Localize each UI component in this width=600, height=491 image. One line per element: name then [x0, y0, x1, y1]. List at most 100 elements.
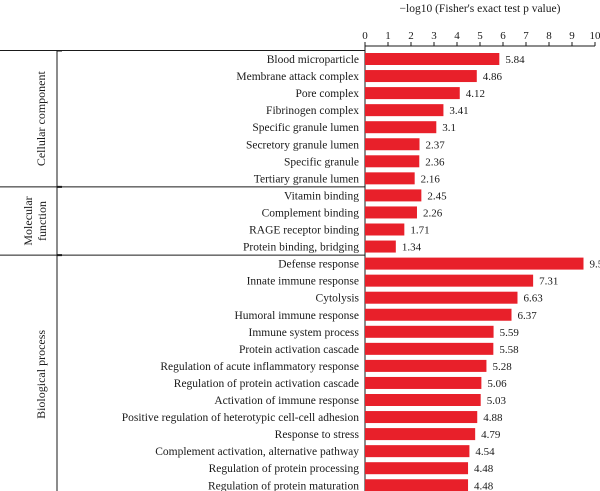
bar — [365, 206, 417, 219]
x-tick-label: 9 — [569, 30, 575, 42]
group-label: Cellular component — [34, 71, 48, 167]
category-label: Immune system process — [248, 327, 359, 339]
x-tick-label: 5 — [477, 30, 483, 42]
category-label: Regulation of acute inflammatory respons… — [160, 361, 359, 373]
bar — [365, 223, 405, 236]
x-tick-label: 7 — [523, 30, 529, 42]
data-label: 5.03 — [487, 395, 507, 407]
data-label: 2.36 — [425, 156, 445, 168]
category-label: Defense response — [278, 259, 359, 271]
data-label: 5.59 — [500, 327, 520, 339]
category-label: Vitamin binding — [284, 190, 359, 202]
category-label: Blood microparticle — [267, 54, 359, 66]
group-label-line: Biological process — [34, 330, 48, 419]
bar — [365, 155, 420, 168]
data-label: 6.37 — [518, 310, 538, 322]
x-tick-label: 2 — [408, 30, 414, 42]
data-label: 4.48 — [474, 480, 494, 491]
bar — [365, 172, 415, 185]
x-tick-label: 1 — [385, 30, 391, 42]
category-label: Tertiary granule lumen — [254, 173, 359, 185]
group-brackets: Cellular component Molecularfunction Biolo… — [0, 49, 365, 491]
data-label: 5.84 — [505, 54, 525, 66]
group-bracket — [56, 255, 62, 491]
bar — [365, 359, 487, 372]
data-label: 4.86 — [483, 71, 503, 83]
bar — [365, 308, 512, 321]
data-label: 2.16 — [421, 173, 441, 185]
bar — [365, 291, 518, 304]
group-label-line: Molecular — [21, 196, 35, 245]
category-label: Specific granule — [284, 156, 359, 168]
x-tick-label: 8 — [546, 30, 552, 42]
bar — [365, 240, 396, 253]
category-label: Regulation of protein activation cascade — [174, 378, 359, 390]
category-label: Regulation of protein processing — [209, 463, 360, 475]
bar — [365, 411, 478, 424]
category-label: Specific granule lumen — [252, 122, 359, 134]
data-label: 3.41 — [449, 105, 468, 117]
data-label: 4.48 — [474, 463, 494, 475]
data-label: 1.34 — [402, 242, 422, 254]
group-bracket — [56, 50, 62, 187]
group-bracket — [56, 186, 62, 256]
bar — [365, 479, 469, 491]
data-label: 6.63 — [523, 293, 543, 305]
data-label: 1.71 — [410, 225, 429, 237]
category-label: Innate immune response — [247, 276, 359, 288]
category-label: Regulation of protein maturation — [208, 480, 359, 491]
group-label: Molecularfunction — [21, 196, 49, 245]
data-label: 4.12 — [466, 88, 485, 100]
category-label: Cytolysis — [316, 293, 360, 305]
bar — [365, 462, 469, 475]
category-label: Membrane attack complex — [236, 71, 359, 83]
data-label: 4.54 — [475, 446, 495, 458]
category-labels: Blood microparticle Membrane attack compl… — [122, 54, 360, 491]
bar — [365, 274, 534, 287]
bar — [365, 325, 494, 338]
bar — [365, 121, 437, 134]
bar — [365, 445, 470, 458]
data-label: 4.88 — [483, 412, 503, 424]
bar — [365, 376, 482, 389]
category-label: Positive regulation of heterotypic cell-… — [122, 412, 360, 424]
x-tick-label: 0 — [362, 30, 368, 42]
category-label: Protein activation cascade — [239, 344, 359, 356]
bar — [365, 257, 584, 270]
data-label: 9.5 — [590, 259, 600, 271]
x-tick-label: 10 — [590, 30, 600, 42]
bar — [365, 138, 420, 151]
bar — [365, 428, 476, 441]
category-label: Activation of immune response — [214, 395, 359, 407]
data-label: 5.06 — [487, 378, 507, 390]
bar — [365, 53, 500, 65]
group-label-line: function — [35, 201, 49, 241]
category-label: Secretory granule lumen — [246, 139, 359, 151]
data-label: 5.28 — [492, 361, 512, 373]
category-label: Humoral immune response — [234, 310, 359, 322]
group-label: Biological process — [34, 330, 48, 419]
bar — [365, 70, 477, 83]
bars: 5.844.86 4.12 3.41 3.1 2.37 2.36 2.16 2.45 2.26 1… — [365, 53, 600, 491]
x-tick-label: 4 — [454, 30, 460, 42]
category-label: Pore complex — [295, 88, 359, 100]
data-label: 7.31 — [539, 276, 558, 288]
data-label: 5.58 — [499, 344, 519, 356]
bar — [365, 104, 444, 117]
x-axis-title: −log10 (Fisher's exact test p value) — [400, 3, 561, 15]
category-label: RAGE receptor binding — [249, 225, 359, 237]
group-label-line: Cellular component — [34, 71, 48, 167]
bar — [365, 189, 422, 202]
category-label: Complement binding — [262, 207, 360, 219]
x-tick-label: 3 — [431, 30, 437, 42]
bar — [365, 342, 494, 355]
data-label: 3.1 — [442, 122, 456, 134]
data-label: 2.37 — [426, 139, 446, 151]
data-label: 2.45 — [427, 190, 447, 202]
x-tick-label: 6 — [500, 30, 506, 42]
category-label: Protein binding, bridging — [243, 242, 359, 254]
data-label: 4.79 — [481, 429, 501, 441]
bar — [365, 394, 481, 406]
category-label: Complement activation, alternative pathw… — [155, 446, 359, 458]
